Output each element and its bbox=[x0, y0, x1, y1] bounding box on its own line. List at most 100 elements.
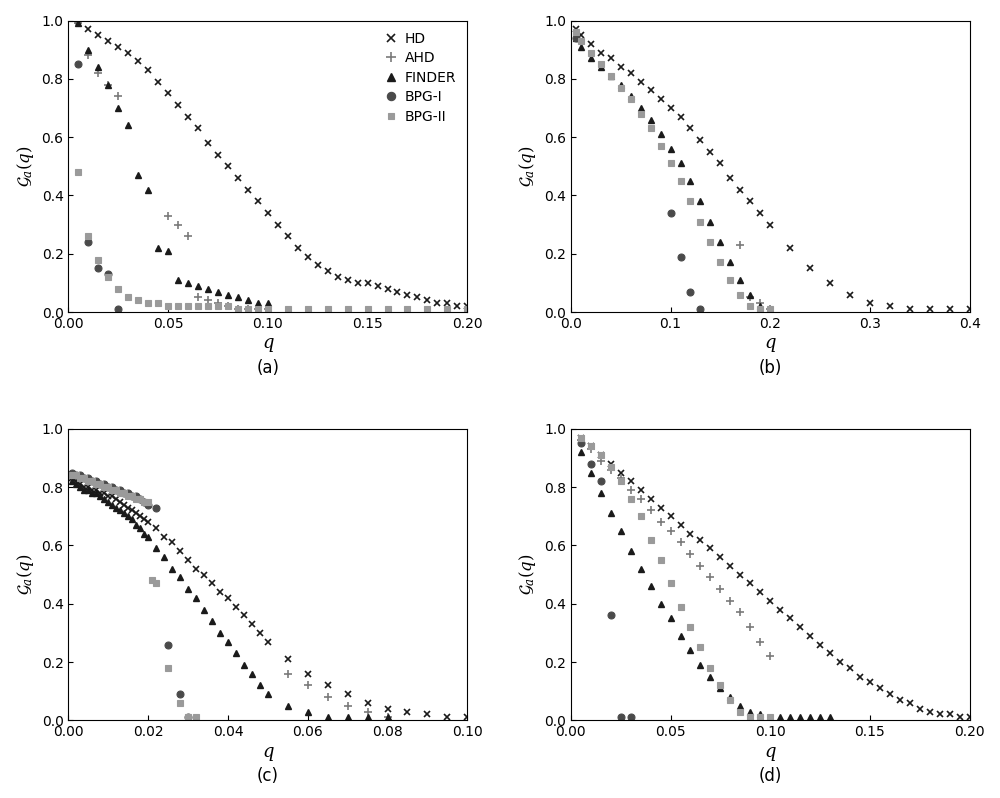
BPG-II bbox=[421, 304, 433, 314]
BPG-II bbox=[704, 237, 716, 247]
Line: HD: HD bbox=[572, 26, 973, 313]
BPG-II bbox=[342, 304, 354, 314]
AHD bbox=[162, 211, 174, 220]
BPG-II bbox=[92, 255, 104, 264]
HD bbox=[645, 494, 657, 504]
BPG-II bbox=[162, 663, 174, 673]
FINDER bbox=[214, 628, 226, 638]
BPG-I bbox=[106, 482, 118, 492]
HD bbox=[944, 304, 956, 314]
AHD bbox=[322, 692, 334, 701]
FINDER bbox=[744, 290, 756, 299]
HD bbox=[238, 610, 250, 620]
BPG-I bbox=[78, 473, 90, 483]
BPG-II bbox=[242, 304, 254, 314]
FINDER bbox=[635, 103, 647, 113]
HD bbox=[784, 614, 796, 623]
HD bbox=[575, 433, 587, 442]
BPG-II bbox=[182, 302, 194, 311]
AHD bbox=[382, 713, 394, 722]
FINDER bbox=[122, 120, 134, 130]
BPG-II bbox=[764, 713, 776, 722]
FINDER bbox=[615, 526, 627, 535]
HD bbox=[302, 252, 314, 262]
FINDER bbox=[794, 713, 806, 722]
BPG-II bbox=[625, 94, 637, 104]
BPG-I bbox=[182, 713, 194, 722]
FINDER bbox=[595, 488, 607, 498]
FINDER bbox=[254, 681, 266, 690]
HD bbox=[82, 482, 94, 492]
HD bbox=[844, 290, 856, 299]
HD bbox=[724, 173, 736, 183]
BPG-II bbox=[625, 494, 637, 504]
HD bbox=[342, 275, 354, 285]
HD bbox=[362, 278, 374, 287]
HD bbox=[694, 535, 706, 544]
BPG-II bbox=[704, 663, 716, 673]
HD bbox=[222, 161, 234, 171]
BPG-II bbox=[441, 304, 453, 314]
HD bbox=[844, 663, 856, 673]
HD bbox=[954, 713, 966, 722]
BPG-II bbox=[90, 480, 102, 489]
Line: AHD: AHD bbox=[74, 19, 272, 314]
AHD bbox=[744, 622, 756, 632]
FINDER bbox=[122, 512, 134, 521]
BPG-II bbox=[72, 168, 84, 177]
BPG-I bbox=[82, 473, 94, 483]
BPG-II bbox=[122, 293, 134, 302]
AHD bbox=[704, 573, 716, 583]
FINDER bbox=[342, 713, 354, 722]
Line: HD: HD bbox=[75, 17, 471, 310]
HD bbox=[152, 77, 164, 86]
BPG-II bbox=[684, 622, 696, 632]
BPG-II bbox=[302, 304, 314, 314]
Text: (a): (a) bbox=[256, 358, 279, 377]
BPG-II bbox=[382, 304, 394, 314]
HD bbox=[92, 30, 104, 40]
BPG-II bbox=[152, 298, 164, 308]
FINDER bbox=[814, 713, 826, 722]
HD bbox=[754, 587, 766, 597]
HD bbox=[874, 683, 886, 693]
AHD bbox=[242, 304, 254, 314]
HD bbox=[292, 243, 304, 253]
Line: BPG-II: BPG-II bbox=[76, 169, 470, 312]
FINDER bbox=[764, 713, 776, 722]
HD bbox=[102, 491, 114, 500]
BPG-I bbox=[595, 476, 607, 486]
HD bbox=[312, 261, 324, 271]
BPG-I bbox=[110, 485, 122, 495]
FINDER bbox=[804, 713, 816, 722]
FINDER bbox=[94, 491, 106, 500]
BPG-II bbox=[162, 302, 174, 311]
AHD bbox=[625, 485, 637, 495]
AHD bbox=[734, 607, 746, 617]
BPG-II bbox=[362, 304, 374, 314]
Line: FINDER: FINDER bbox=[69, 478, 391, 721]
BPG-II bbox=[86, 476, 98, 486]
FINDER bbox=[675, 631, 687, 641]
FINDER bbox=[754, 709, 766, 719]
AHD bbox=[694, 561, 706, 571]
HD bbox=[714, 552, 726, 562]
HD bbox=[130, 508, 142, 518]
BPG-II bbox=[66, 471, 78, 480]
BPG-II bbox=[182, 713, 194, 722]
HD bbox=[262, 208, 274, 218]
HD bbox=[110, 494, 122, 504]
BPG-I bbox=[174, 689, 186, 699]
FINDER bbox=[684, 176, 696, 186]
HD bbox=[254, 628, 266, 638]
HD bbox=[332, 272, 344, 282]
BPG-I bbox=[575, 439, 587, 448]
BPG-II bbox=[635, 512, 647, 521]
FINDER bbox=[784, 713, 796, 722]
Line: BPG-II: BPG-II bbox=[573, 30, 773, 312]
HD bbox=[182, 555, 194, 565]
BPG-I bbox=[126, 491, 138, 500]
HD bbox=[884, 689, 896, 699]
FINDER bbox=[734, 275, 746, 285]
FINDER bbox=[714, 237, 726, 247]
